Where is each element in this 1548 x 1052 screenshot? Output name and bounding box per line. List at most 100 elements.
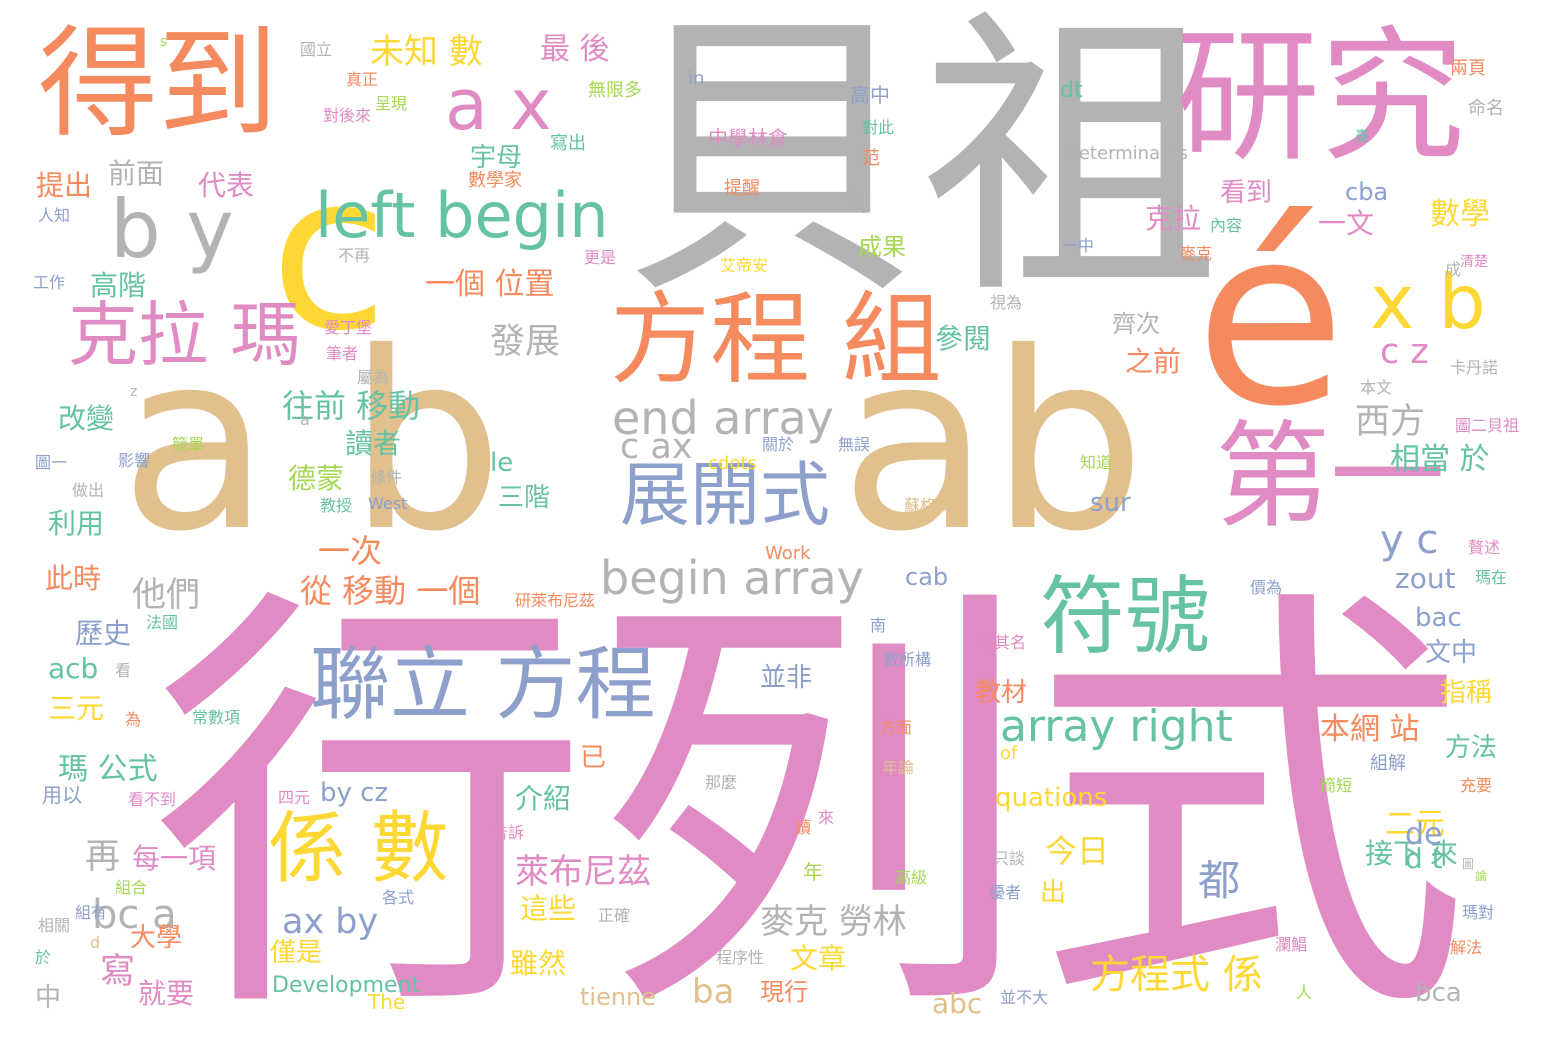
word-23: 未知 數 <box>370 32 483 72</box>
word-51: 每一項 <box>132 842 217 875</box>
word-127: 人知 <box>38 206 71 225</box>
word-13: 克拉 瑪 <box>68 294 301 376</box>
word-132: 教授 <box>320 496 353 515</box>
word-62: bac <box>1415 603 1462 633</box>
word-7: 得到 <box>38 15 278 154</box>
word-19: begin array <box>600 551 864 605</box>
word-115: Development <box>272 973 421 998</box>
word-173: 圖 <box>1462 857 1475 871</box>
word-97: 寫 <box>100 952 136 992</box>
word-42: 本網 站 <box>1320 712 1420 747</box>
word-112: 出 <box>1040 878 1067 908</box>
word-145: 於 <box>35 948 52 967</box>
word-24: 最 後 <box>540 32 610 67</box>
word-39: 麥克 勞林 <box>760 902 907 942</box>
word-89: 高階 <box>90 269 147 302</box>
word-92: 此時 <box>45 562 102 595</box>
word-114: tienne <box>580 983 657 1011</box>
word-171: 瀾鯧 <box>1275 935 1308 954</box>
word-95: 用以 <box>42 783 82 807</box>
word-168: 並不大 <box>1000 988 1049 1007</box>
word-119: West <box>368 494 408 513</box>
word-137: 知道 <box>1080 453 1113 472</box>
word-31: 西方 <box>1355 402 1426 442</box>
word-81: 提醒 <box>724 178 760 199</box>
word-106: 對 <box>845 188 872 218</box>
word-166: 只談 <box>993 849 1026 868</box>
word-151: 告訴 <box>492 823 525 842</box>
word-56: 文章 <box>790 942 847 975</box>
word-103: 參閱 <box>935 322 992 355</box>
word-0: 行列式 <box>150 554 1470 1052</box>
word-179: 艾帝安 <box>720 256 769 275</box>
word-174: 論 <box>1475 869 1488 883</box>
word-63: 文中 <box>1425 638 1478 668</box>
word-105: 之前 <box>1125 345 1182 378</box>
word-122: 國立 <box>300 40 333 59</box>
word-38: 萊布尼茲 <box>515 852 651 892</box>
word-69: bca <box>1415 978 1462 1008</box>
word-22: 方程式 係 <box>1090 952 1263 998</box>
word-74: sur <box>1090 488 1131 518</box>
word-6: 研究 <box>1175 13 1465 182</box>
word-128: 工作 <box>33 273 66 292</box>
word-46: ba <box>692 972 735 1012</box>
word-157: 南 <box>870 616 887 635</box>
word-60: 看到 <box>1220 178 1273 208</box>
word-88: 代表 <box>198 169 255 202</box>
word-195: z <box>130 384 138 400</box>
word-48: 三元 <box>48 692 105 725</box>
word-26: 發展 <box>490 322 561 362</box>
word-143: 組合 <box>115 878 148 897</box>
word-180: 不再 <box>338 246 371 265</box>
word-49: 瑪 公式 <box>58 752 158 787</box>
word-190: 愛丁堡 <box>324 318 373 337</box>
word-21: array right <box>1000 701 1233 752</box>
word-123: 真正 <box>346 70 379 89</box>
word-146: d <box>90 933 101 952</box>
word-162: 瑪在 <box>1475 568 1508 587</box>
word-12: 係 數 <box>268 804 449 894</box>
word-183: 麥克 <box>1180 244 1213 263</box>
word-150: 程序性 <box>716 948 765 967</box>
word-187: 卡丹諾 <box>1450 358 1499 377</box>
word-79: 數學家 <box>468 170 522 191</box>
word-175: 讀 <box>795 818 812 837</box>
word-197: 臺 <box>1355 129 1369 145</box>
word-191: 筆者 <box>326 344 359 363</box>
word-37: 往前 移動 <box>282 387 421 425</box>
word-36: 從 移動 一個 <box>300 572 481 610</box>
word-107: 成果 <box>858 233 906 261</box>
word-91: 利用 <box>48 507 105 540</box>
word-152: 四元 <box>278 788 311 807</box>
word-20: end array <box>612 391 834 445</box>
word-153: 那麼 <box>705 773 738 792</box>
word-148: 正確 <box>598 906 631 925</box>
word-176: 來 <box>818 808 835 827</box>
word-172: 人 <box>1296 983 1313 1002</box>
word-77: 命名 <box>1468 98 1504 119</box>
word-71: cab <box>905 563 949 591</box>
word-44: 今日 <box>1045 832 1110 870</box>
word-120: of <box>1000 743 1018 764</box>
word-27: c ax <box>620 427 693 467</box>
word-80: 中學林倉 <box>708 126 788 150</box>
word-169: 高級 <box>895 868 928 887</box>
word-164: 簡短 <box>1320 776 1353 795</box>
word-110: 並非 <box>760 663 813 693</box>
word-165: 瑪對 <box>1462 903 1495 922</box>
word-85: 宇母 <box>470 143 523 173</box>
word-170: 解法 <box>1450 938 1483 957</box>
word-188: 本文 <box>1360 378 1393 397</box>
word-142: 看不到 <box>128 790 177 809</box>
word-141: 常數項 <box>192 708 241 727</box>
word-4: é <box>1195 175 1346 460</box>
word-135: 無誤 <box>838 435 871 454</box>
word-111: 教材 <box>975 678 1028 708</box>
word-52: by cz <box>320 778 389 808</box>
word-33: zout <box>1395 562 1456 595</box>
word-78: Determinants <box>1065 143 1188 164</box>
word-57: 現行 <box>760 978 808 1006</box>
word-154: 年論 <box>882 758 915 777</box>
